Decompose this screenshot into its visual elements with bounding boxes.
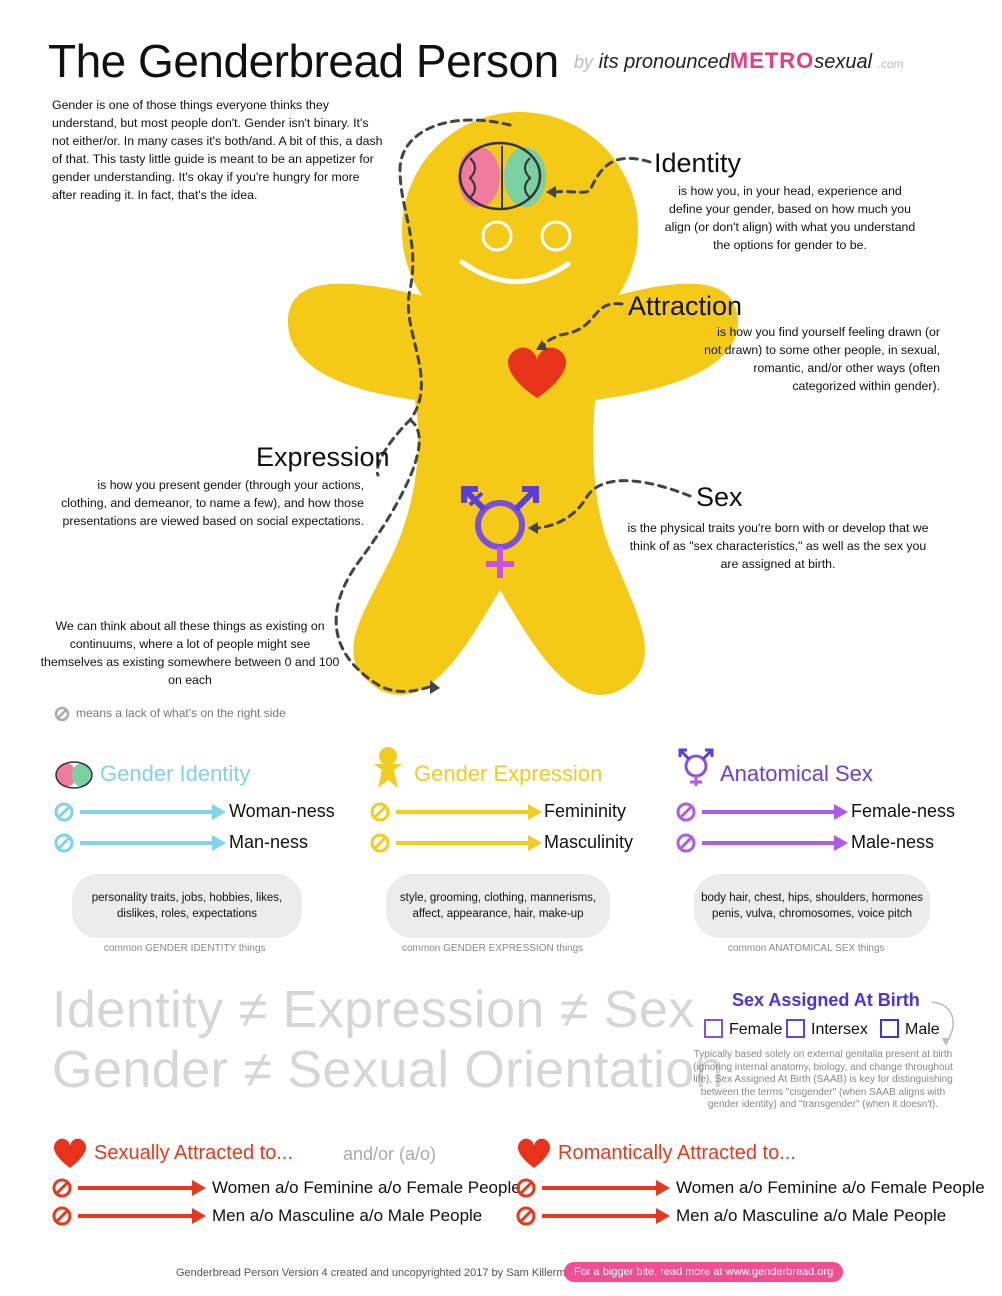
saab-female-label: Female (729, 1021, 783, 1038)
identity-desc: is how you, in your head, experience and… (664, 184, 916, 252)
sex-heading: Sex (696, 482, 743, 512)
male-checkbox[interactable] (880, 1019, 899, 1038)
byline-by: by (574, 52, 594, 72)
transgender-symbol-icon (461, 486, 539, 578)
null-note: means a lack of what's on the right side (54, 706, 286, 722)
sex-desc: is the physical traits you're born with … (627, 521, 929, 571)
sexual-heart-icon (54, 1138, 86, 1168)
and-or-note: and/or (a/o) (343, 1144, 437, 1164)
woman-ness-label: Woman-ness (229, 801, 335, 821)
identity-pointer-arrow (554, 156, 652, 194)
left-eye (481, 220, 513, 252)
genderbread-small-icon (374, 747, 402, 788)
gender-identity-caption: common GENDER IDENTITY things (104, 943, 266, 954)
byline-sexual: sexual (814, 51, 873, 73)
null-icon (54, 706, 70, 722)
romantic-men-label: Men a/o Masculine a/o Male People (676, 1206, 947, 1225)
saab-male-label: Male (905, 1021, 940, 1038)
expression-heading: Expression (256, 442, 390, 472)
attraction-heading: Attraction (628, 291, 743, 321)
romantic-heart-icon (518, 1138, 550, 1168)
genderbread-link[interactable]: For a bigger bite, read more at www.gend… (564, 1262, 844, 1282)
saab-intersex-option[interactable]: Intersex (786, 1019, 868, 1039)
anatomical-sex-scales (676, 802, 848, 853)
expression-pointer-arrow (375, 118, 512, 477)
gender-identity-title: Gender Identity (100, 761, 251, 786)
gender-expression-bubble: style, grooming, clothing, mannerisms, a… (386, 874, 610, 938)
smile (459, 259, 571, 284)
intro-text: Gender is one of those things everyone t… (52, 98, 383, 202)
sexual-women-label: Women a/o Feminine a/o Female People (212, 1178, 521, 1197)
saab-intersex-label: Intersex (811, 1021, 868, 1038)
saab-curl-arrow (931, 1001, 954, 1046)
anatomical-sex-title: Anatomical Sex (720, 761, 873, 786)
right-eye (540, 220, 572, 252)
byline-its-pronounced: its pronounced (598, 51, 730, 73)
gender-sexual-orientation-statement: Gender ≠ Sexual Orientation (52, 1041, 725, 1099)
attraction-pointer-arrow (540, 302, 624, 350)
continuum-pointer-arrow (334, 418, 434, 693)
romantically-attracted-title: Romantically Attracted to... (558, 1142, 796, 1164)
attraction-arrowhead (536, 340, 548, 350)
continuum-arrowhead (430, 680, 440, 694)
female-ness-label: Female-ness (851, 801, 956, 821)
gender-expression-title: Gender Expression (414, 761, 603, 786)
null-note-text: means a lack of what's on the right side (76, 706, 286, 721)
heart-icon (508, 347, 566, 398)
byline-metro: METRO (729, 48, 815, 73)
sex-arrowhead (528, 522, 538, 534)
anatomical-sex-caption: common ANATOMICAL SEX things (728, 943, 885, 954)
gender-expression-caption: common GENDER EXPRESSION things (402, 943, 584, 954)
saab-title: Sex Assigned At Birth (732, 990, 920, 1010)
gender-expression-scales (370, 802, 542, 853)
byline-com: .com (877, 57, 904, 71)
footer-credit: Genderbread Person Version 4 created and… (176, 1267, 584, 1279)
gender-identity-scales (54, 802, 226, 853)
sexually-attracted-title: Sexually Attracted to... (94, 1142, 293, 1164)
intersex-checkbox[interactable] (786, 1019, 805, 1038)
man-ness-label: Man-ness (229, 832, 309, 852)
identity-expression-sex-statement: Identity ≠ Expression ≠ Sex (52, 981, 695, 1039)
expression-desc: is how you present gender (through your … (61, 478, 364, 528)
sexual-attraction-scales (52, 1178, 206, 1226)
masculinity-label: Masculinity (544, 832, 634, 852)
female-checkbox[interactable] (704, 1019, 723, 1038)
sex-pointer-arrow (536, 479, 692, 530)
saab-male-option[interactable]: Male (880, 1019, 940, 1039)
brain-icon (458, 141, 546, 211)
male-ness-label: Male-ness (851, 832, 935, 852)
gender-identity-bubble: personality traits, jobs, hobbies, likes… (72, 874, 302, 938)
page-title: The Genderbread Person (48, 35, 559, 87)
genderbread-figure (287, 112, 739, 695)
saab-female-option[interactable]: Female (704, 1019, 782, 1039)
femininity-label: Femininity (544, 801, 627, 821)
romantic-women-label: Women a/o Feminine a/o Female People (676, 1178, 985, 1197)
transgender-symbol-small-icon (678, 748, 714, 786)
brain-small-icon (55, 761, 93, 789)
byline: by its pronouncedMETROsexual .com (574, 48, 904, 74)
romantic-attraction-scales (516, 1178, 670, 1226)
saab-description: Typically based solely on external genit… (693, 1049, 953, 1110)
identity-heading: Identity (654, 148, 742, 178)
identity-arrowhead (546, 186, 556, 198)
continuum-note: We can think about all these things as e… (40, 619, 340, 687)
sexual-men-label: Men a/o Masculine a/o Male People (212, 1206, 483, 1225)
attraction-desc: is how you find yourself feeling drawn (… (704, 325, 940, 393)
anatomical-sex-bubble: body hair, chest, hips, shoulders, hormo… (694, 874, 930, 938)
